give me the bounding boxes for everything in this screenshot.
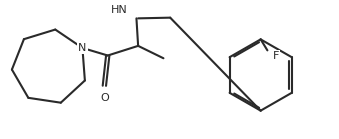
Text: F: F xyxy=(273,51,279,61)
Text: HN: HN xyxy=(111,5,128,15)
Text: O: O xyxy=(100,93,109,103)
Text: N: N xyxy=(78,43,86,53)
